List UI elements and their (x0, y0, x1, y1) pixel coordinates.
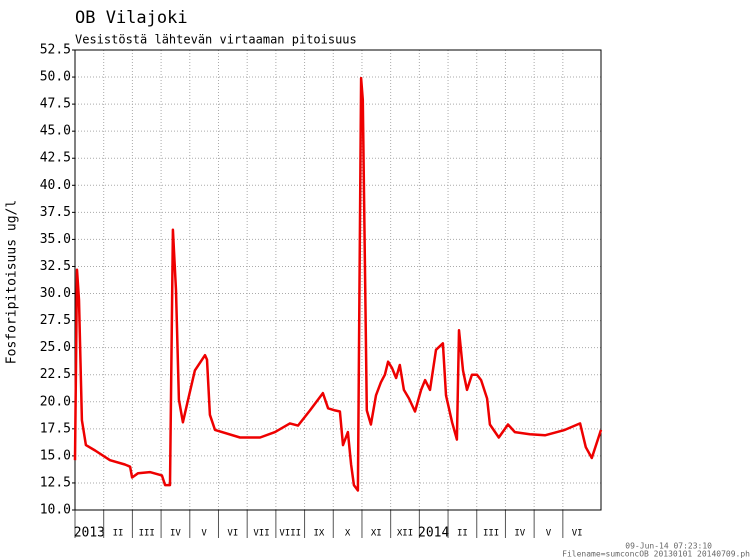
y-tick-label: 27.5 (40, 313, 71, 328)
x-tick-label: V (201, 529, 207, 539)
x-tick-label: 2013 (74, 526, 105, 541)
y-tick-label: 20.0 (40, 394, 71, 409)
y-tick-label: 40.0 (40, 178, 71, 193)
x-tick-label: VI (572, 529, 583, 539)
y-tick-label: 47.5 (40, 97, 71, 112)
x-tick-label: II (113, 529, 124, 539)
y-tick-label: 37.5 (40, 205, 71, 220)
plot-frame (74, 49, 602, 511)
y-tick-label: 22.5 (40, 367, 71, 382)
x-tick-label: IV (514, 529, 525, 539)
chart-subtitle: Vesistöstä lähtevän virtaaman pitoisuus (75, 33, 357, 47)
x-tick-label: II (457, 529, 468, 539)
x-tick-label: IX (313, 529, 324, 539)
y-tick-label: 52.5 (40, 43, 71, 58)
y-tick-label: 50.0 (40, 70, 71, 85)
x-tick-label: XII (397, 529, 413, 539)
x-tick-label: V (546, 529, 552, 539)
y-tick-label: 30.0 (40, 286, 71, 301)
y-tick-label: 25.0 (40, 340, 71, 355)
y-tick-label: 12.5 (40, 475, 71, 490)
y-tick-label: 42.5 (40, 151, 71, 166)
x-tick-label: VI (227, 529, 238, 539)
x-tick-label: XI (371, 529, 382, 539)
x-tick-label: VIII (279, 529, 301, 539)
data-line (73, 76, 603, 492)
x-tick-label: IV (170, 529, 181, 539)
y-tick-label: 35.0 (40, 232, 71, 247)
y-axis-label: Fosforipitoisuus ug/l (5, 200, 20, 364)
y-tick-label: 45.0 (40, 124, 71, 139)
y-tick-label: 32.5 (40, 259, 71, 274)
x-tick-label: III (139, 529, 155, 539)
chart-title: OB Vilajoki (75, 8, 188, 28)
filename: Filename=sumconcOB 20130101 20140709.ph (562, 550, 750, 559)
x-tick-label: 2014 (418, 526, 449, 541)
y-tick-label: 10.0 (40, 503, 71, 518)
y-tick-label: 17.5 (40, 421, 71, 436)
x-tick-label: III (483, 529, 499, 539)
x-tick-label: VII (253, 529, 269, 539)
timestamp: 09-Jun-14 07:23:10 (625, 542, 712, 551)
y-tick-label: 15.0 (40, 448, 71, 463)
x-tick-label: X (345, 529, 351, 539)
